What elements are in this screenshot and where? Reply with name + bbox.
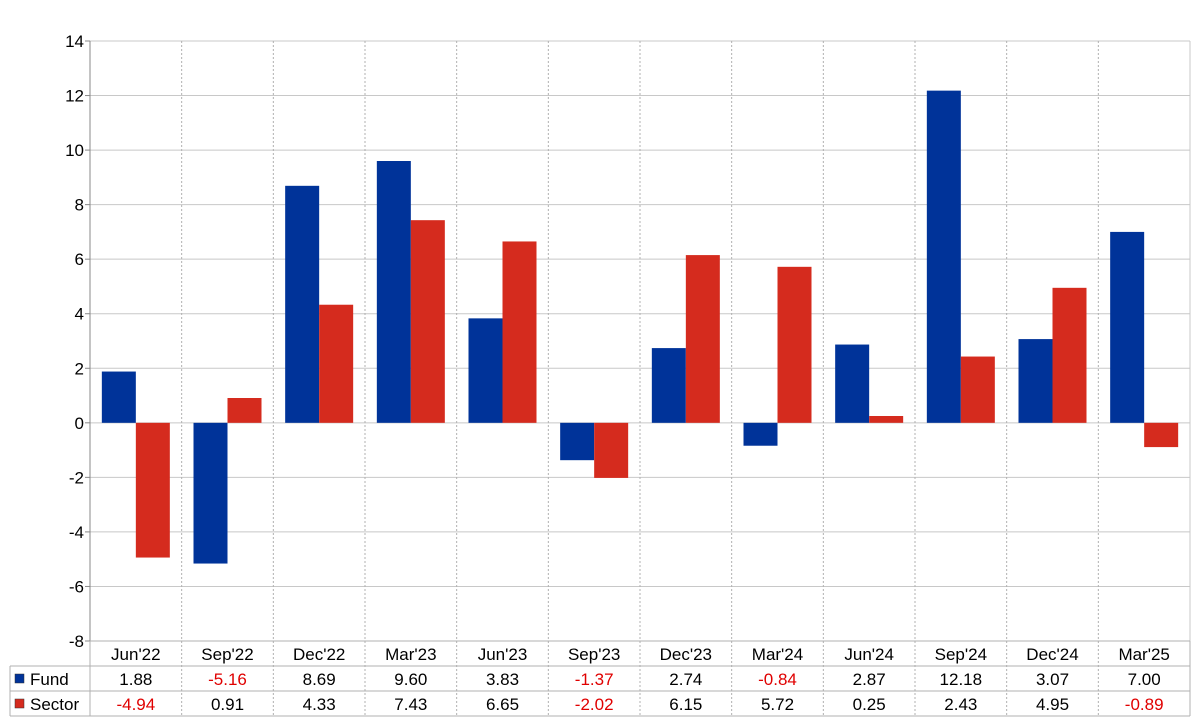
sector-value-label: -0.89 [1125, 695, 1164, 714]
sector-bar [1052, 287, 1087, 423]
y-tick-label: -6 [69, 577, 84, 596]
bars-layer [101, 90, 1179, 564]
y-tick-label: -4 [69, 523, 84, 542]
sector-value-label: 2.43 [944, 695, 977, 714]
fund-bar [743, 422, 778, 446]
sector-value-label: 0.25 [853, 695, 886, 714]
sector-legend-label: Sector [30, 695, 79, 714]
sector-value-label: 4.95 [1036, 695, 1069, 714]
fund-bar [376, 161, 411, 423]
fund-value-label: 2.87 [853, 670, 886, 689]
category-label: Mar'24 [752, 645, 803, 664]
fund-bar [835, 344, 870, 423]
fund-bar [285, 185, 320, 423]
sector-bar [227, 398, 262, 423]
fund-bar [193, 422, 228, 564]
fund-bar [560, 422, 595, 461]
sector-bar [135, 422, 170, 558]
fund-value-label: -0.84 [758, 670, 797, 689]
category-label: Mar'23 [385, 645, 436, 664]
fund-bar [1110, 231, 1145, 423]
fund-value-label: 3.07 [1036, 670, 1069, 689]
sector-value-label: 6.15 [669, 695, 702, 714]
sector-value-label: 5.72 [761, 695, 794, 714]
fund-value-label: 9.60 [394, 670, 427, 689]
fund-value-label: 2.74 [669, 670, 702, 689]
y-tick-label: -8 [69, 632, 84, 651]
y-tick-label: 6 [75, 250, 84, 269]
sector-bar [1144, 422, 1179, 448]
sector-bar [685, 255, 720, 423]
category-label: Dec'23 [660, 645, 712, 664]
y-tick-label: 4 [75, 305, 84, 324]
sector-value-label: -4.94 [116, 695, 155, 714]
fund-value-label: 12.18 [940, 670, 983, 689]
category-label: Jun'23 [478, 645, 528, 664]
y-tick-label: 10 [65, 141, 84, 160]
fund-bar [926, 90, 961, 423]
fund-value-label: 1.88 [119, 670, 152, 689]
category-label: Jun'22 [111, 645, 161, 664]
category-label: Mar'25 [1118, 645, 1169, 664]
category-label: Sep'22 [201, 645, 253, 664]
fund-legend-swatch [14, 673, 25, 684]
sector-value-label: 6.65 [486, 695, 519, 714]
sector-bar [594, 422, 629, 478]
category-label: Sep'23 [568, 645, 620, 664]
fund-value-label: -1.37 [575, 670, 614, 689]
sector-bar [410, 220, 445, 423]
fund-bar [101, 371, 136, 423]
fund-bar [651, 348, 686, 423]
sector-legend-swatch [14, 698, 25, 709]
sector-value-label: 0.91 [211, 695, 244, 714]
category-label: Dec'22 [293, 645, 345, 664]
y-tick-label: 14 [65, 32, 84, 51]
sector-bar [960, 356, 995, 423]
category-label: Dec'24 [1026, 645, 1078, 664]
y-tick-label: -2 [69, 468, 84, 487]
sector-value-label: -2.02 [575, 695, 614, 714]
fund-value-label: -5.16 [208, 670, 247, 689]
category-label: Sep'24 [935, 645, 987, 664]
sector-value-label: 4.33 [303, 695, 336, 714]
fund-legend-label: Fund [30, 670, 69, 689]
y-tick-label: 12 [65, 87, 84, 106]
sector-value-label: 7.43 [394, 695, 427, 714]
data-table: Jun'22 Sep'22 Dec'22 Mar'23 Jun'23 Sep'23 Dec'… [9, 640, 1191, 717]
y-tick-label: 0 [75, 414, 84, 433]
sector-bar [777, 266, 812, 423]
y-tick-label: 8 [75, 196, 84, 215]
fund-bar [468, 318, 503, 423]
fund-value-label: 3.83 [486, 670, 519, 689]
axis-layer: 14 12 10 8 6 4 2 0 -2 -4 -6 -8 [65, 32, 1191, 651]
sector-bar [502, 241, 537, 423]
fund-bar [1018, 339, 1053, 423]
y-tick-label: 2 [75, 359, 84, 378]
fund-value-label: 8.69 [303, 670, 336, 689]
sector-bar [869, 416, 904, 423]
category-label: Jun'24 [844, 645, 894, 664]
sector-bar [319, 304, 354, 423]
fund-value-label: 7.00 [1128, 670, 1161, 689]
